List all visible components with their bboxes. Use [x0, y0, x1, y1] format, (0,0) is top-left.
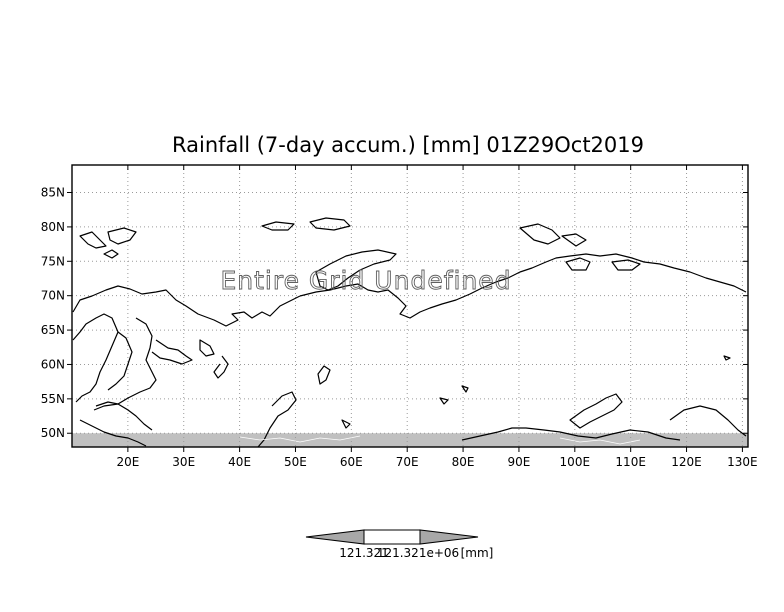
longitude-tick-label: 100E	[560, 455, 591, 469]
longitude-tick-label: 40E	[228, 455, 251, 469]
undefined-grid-message: Entire Grid Undefined	[220, 266, 511, 295]
colorbar-middle-segment	[363, 529, 421, 545]
longitude-tick-labels: 20E 30E 40E 50E 60E 70E 80E 90E 100E 110E 120E 130E	[116, 455, 757, 469]
latitude-tick-label: 75N	[41, 254, 65, 268]
latitude-tick-label: 60N	[41, 357, 65, 371]
map-title: Rainfall (7-day accum.) [mm] 01Z29Oct201…	[172, 133, 644, 157]
longitude-tick-label: 120E	[671, 455, 702, 469]
latitude-tick-label: 50N	[41, 426, 65, 440]
latitude-tick-label: 70N	[41, 289, 65, 303]
latitude-tick-labels: 85N 80N 75N 70N 65N 60N 55N 50N	[41, 186, 65, 441]
longitude-tick-label: 60E	[340, 455, 363, 469]
latitude-tick-label: 65N	[41, 323, 65, 337]
map-panel: Entire Grid Undefined	[71, 164, 749, 448]
latitude-tick-label: 80N	[41, 220, 65, 234]
colorbar-right-arrow	[419, 529, 479, 545]
latitude-tick-label: 85N	[41, 186, 65, 200]
longitude-gridlines	[127, 165, 743, 447]
longitude-tick-label: 20E	[116, 455, 139, 469]
longitude-tick-label: 130E	[727, 455, 758, 469]
latitude-tick-marks	[67, 192, 748, 434]
longitude-tick-label: 110E	[615, 455, 646, 469]
colorbar-label-right: 121.321e+06	[377, 546, 459, 560]
colorbar-label-left: 121.321	[339, 546, 389, 560]
longitude-tick-label: 80E	[452, 455, 475, 469]
colorbar-unit: [mm]	[461, 546, 494, 560]
map-background	[72, 165, 748, 447]
longitude-tick-label: 30E	[172, 455, 195, 469]
longitude-tick-label: 90E	[508, 455, 531, 469]
colorbar-left-arrow	[305, 529, 365, 545]
latitude-gridlines	[72, 192, 748, 434]
map-frame	[71, 164, 749, 448]
coastlines	[72, 217, 747, 448]
longitude-tick-label: 70E	[396, 455, 419, 469]
longitude-tick-label: 50E	[284, 455, 307, 469]
latitude-tick-label: 55N	[41, 392, 65, 406]
colorbar: 121.321 121.321e+06 [mm]	[305, 529, 494, 560]
undefined-data-band	[72, 433, 748, 447]
longitude-tick-marks	[127, 165, 743, 452]
